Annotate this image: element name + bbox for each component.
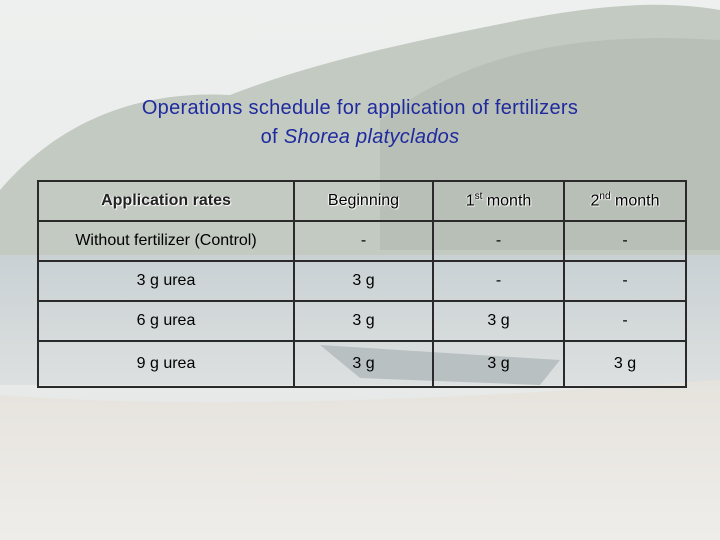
rate-cell: 9 g urea: [37, 340, 295, 388]
title-text: of: [260, 126, 278, 148]
amount-cell: 3 g: [293, 340, 434, 388]
header-sup: st: [474, 191, 483, 203]
amount-cell: 3 g: [563, 340, 687, 388]
species-name: Shorea platyclados: [283, 126, 460, 148]
header-sup: nd: [599, 191, 611, 203]
header-text: 2: [590, 192, 600, 210]
amount-cell: -: [563, 300, 687, 342]
amount-cell: 3 g: [432, 340, 565, 388]
table-row: 3 g urea 3 g--: [37, 260, 687, 302]
amount-cell: 3 g: [293, 300, 434, 342]
header-cell: 1st month: [432, 180, 565, 222]
header-cell: 2nd month: [563, 180, 687, 222]
schedule-table: Application rates Beginning 1st month 2n…: [37, 180, 687, 388]
header-text: Beginning: [327, 192, 400, 209]
title-line: of Shorea platyclados: [0, 126, 720, 149]
amount-cell: -: [432, 220, 565, 262]
rate-cell: 6 g urea: [37, 300, 295, 342]
header-cell: Application rates: [37, 180, 295, 222]
header-text: month: [486, 192, 532, 210]
title-line: Operations schedule for application of f…: [0, 97, 720, 120]
amount-cell: 3 g: [293, 260, 434, 302]
header-text: month: [615, 192, 660, 210]
rate-cell: Without fertilizer (Control): [37, 220, 295, 262]
sand: [0, 380, 720, 540]
table-row: Without fertilizer (Control) - - -: [37, 220, 687, 262]
amount-cell: -: [432, 260, 565, 302]
title-text: Operations schedule for application of f…: [141, 97, 579, 119]
header-cell: Beginning: [293, 180, 434, 222]
header-row: Application rates Beginning 1st month 2n…: [37, 180, 687, 222]
amount-cell: -: [563, 260, 687, 302]
amount-cell: -: [563, 220, 687, 262]
amount-cell: 3 g: [432, 300, 565, 342]
rate-cell: 3 g urea: [37, 260, 295, 302]
header-text: 1: [465, 192, 475, 210]
amount-cell: -: [293, 220, 434, 262]
header-text: Application rates: [101, 192, 231, 209]
